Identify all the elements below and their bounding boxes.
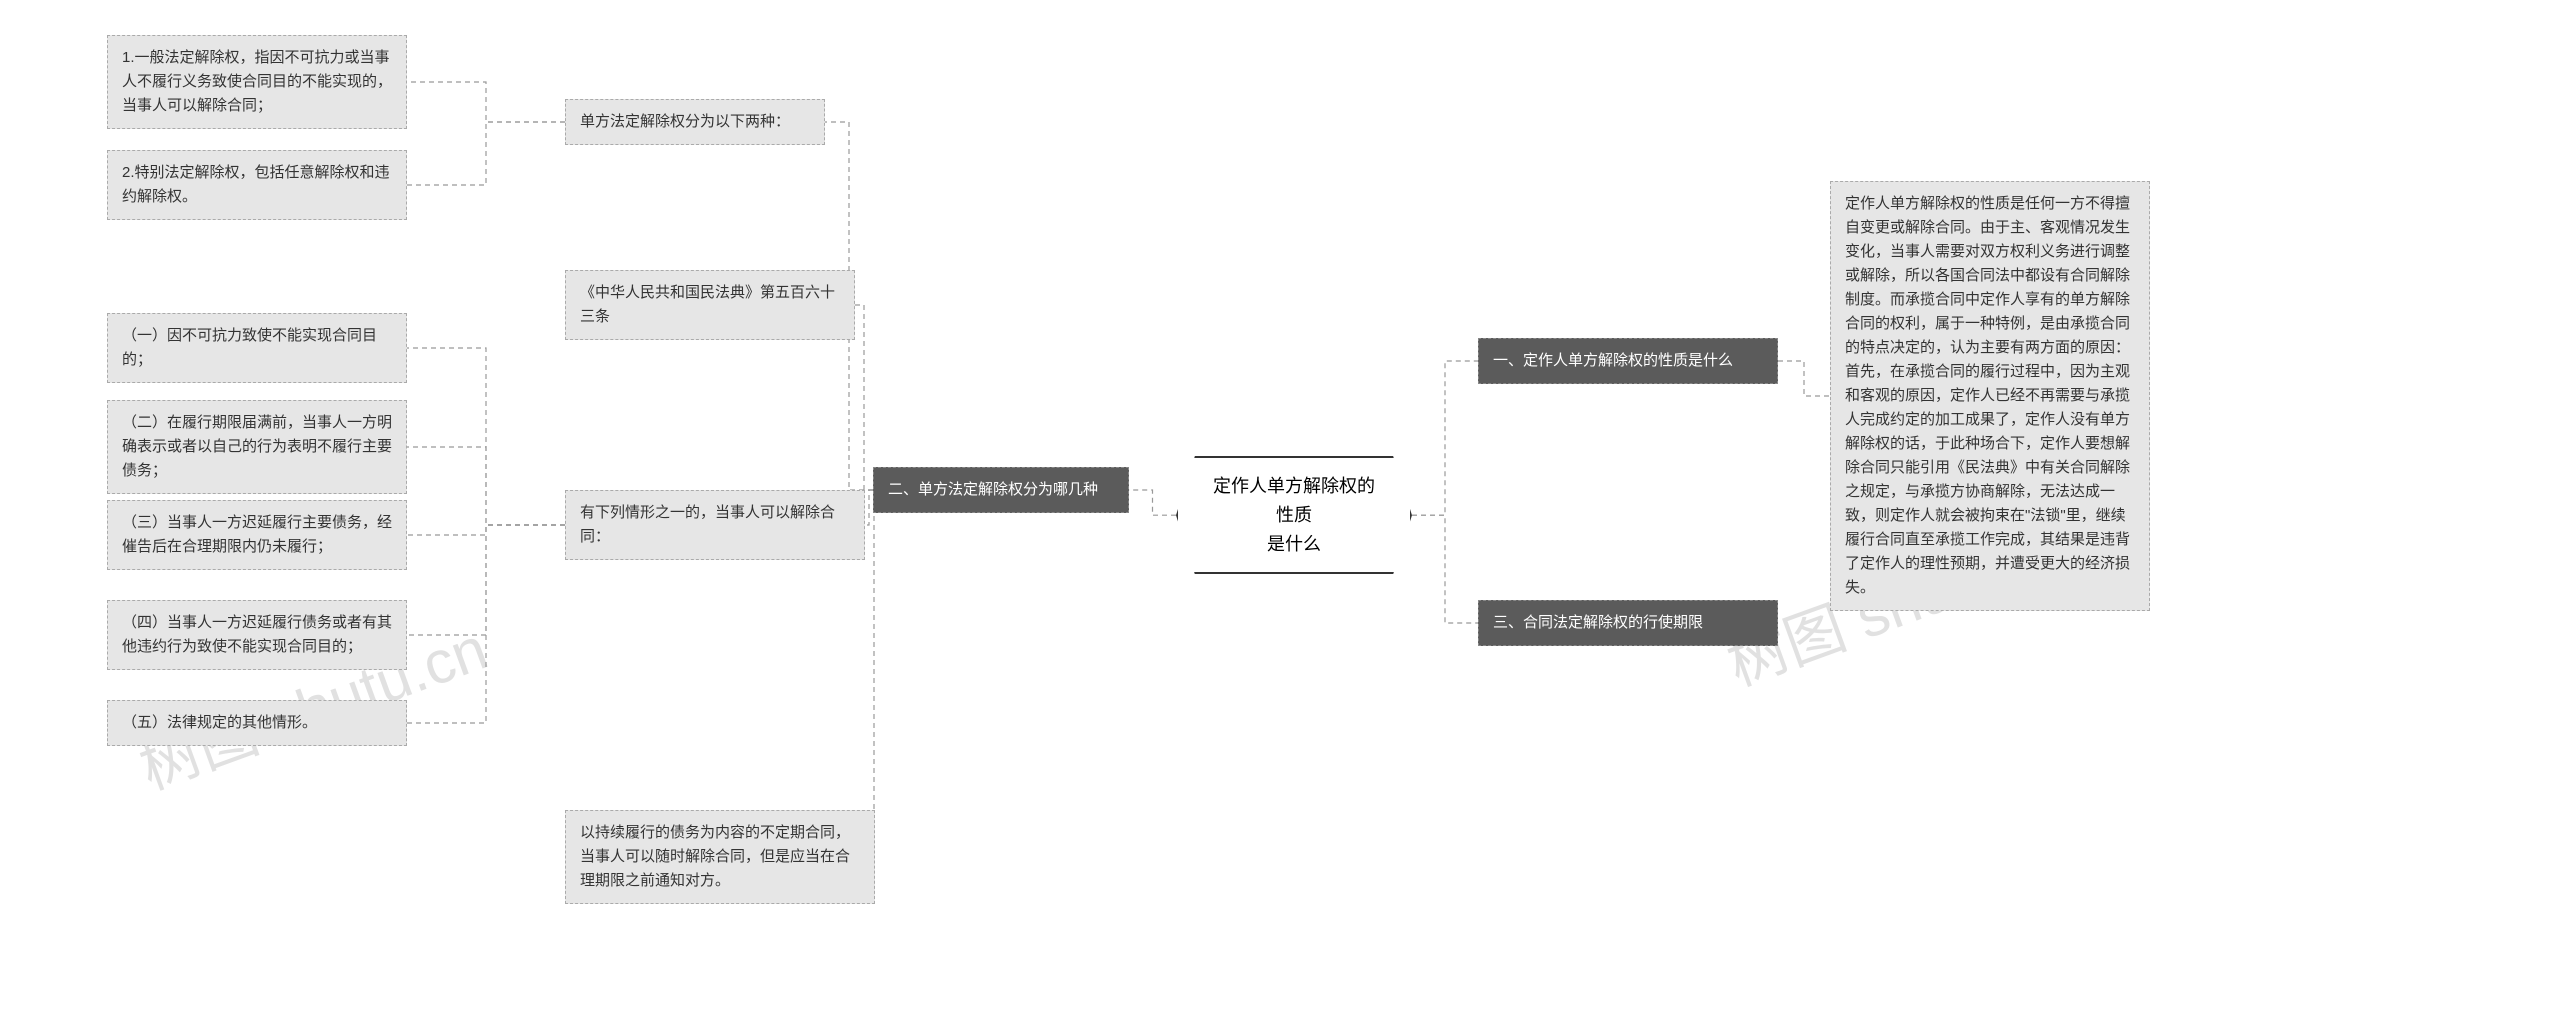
law-reference: 《中华人民共和国民法典》第五百六十三条: [565, 270, 855, 340]
group2-c3: （三）当事人一方迟延履行主要债务，经催告后在合理期限内仍未履行；: [107, 500, 407, 570]
root-node: 定作人单方解除权的性质 是什么: [1176, 456, 1412, 574]
section-3-title: 三、合同法定解除权的行使期限: [1478, 600, 1778, 646]
root-line2: 是什么: [1208, 530, 1380, 559]
root-line1: 定作人单方解除权的性质: [1208, 472, 1380, 530]
group2-c1: （一）因不可抗力致使不能实现合同目的；: [107, 313, 407, 383]
group2-c4: （四）当事人一方迟延履行债务或者有其他违约行为致使不能实现合同目的；: [107, 600, 407, 670]
group1-item2: 2.特别法定解除权，包括任意解除权和违约解除权。: [107, 150, 407, 220]
tail-paragraph: 以持续履行的债务为内容的不定期合同，当事人可以随时解除合同，但是应当在合理期限之…: [565, 810, 875, 904]
section-2-title: 二、单方法定解除权分为哪几种: [873, 467, 1129, 513]
section-1-title: 一、定作人单方解除权的性质是什么: [1478, 338, 1778, 384]
section-1-body: 定作人单方解除权的性质是任何一方不得擅自变更或解除合同。由于主、客观情况发生变化…: [1830, 181, 2150, 611]
group1-item1: 1.一般法定解除权，指因不可抗力或当事人不履行义务致使合同目的不能实现的，当事人…: [107, 35, 407, 129]
group2-c5: （五）法律规定的其他情形。: [107, 700, 407, 746]
group2-header: 有下列情形之一的，当事人可以解除合同：: [565, 490, 865, 560]
group1-header: 单方法定解除权分为以下两种：: [565, 99, 825, 145]
group2-c2: （二）在履行期限届满前，当事人一方明确表示或者以自己的行为表明不履行主要债务；: [107, 400, 407, 494]
